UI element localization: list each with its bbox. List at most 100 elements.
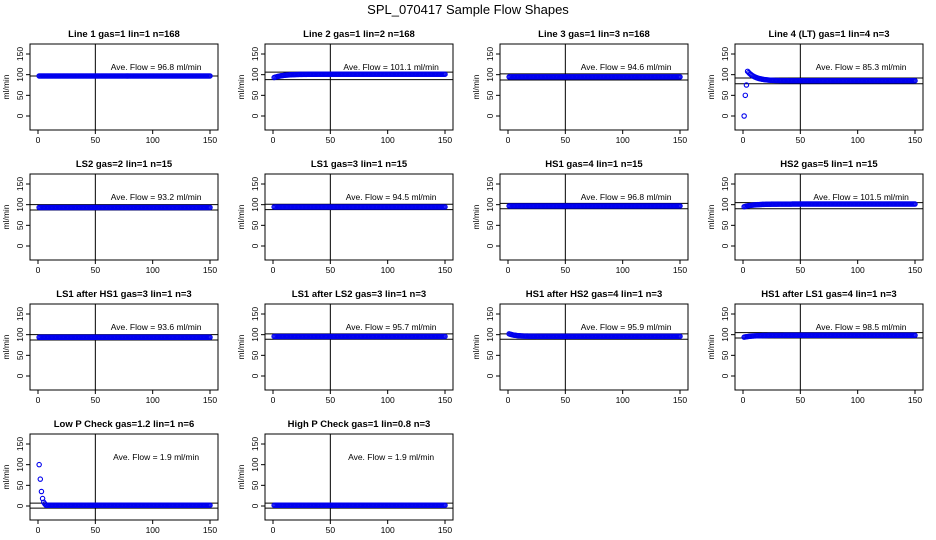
panel-title: HS1 gas=4 lin=1 n=15 [545, 159, 643, 170]
figure-title: SPL_070417 Sample Flow Shapes [367, 2, 569, 17]
ave-flow-label: Ave. Flow = 96.8 ml/min [581, 192, 672, 202]
panel: HS1 after HS2 gas=4 lin=1 n=3 0 50 100 150 0 5… [471, 289, 689, 405]
data-point [38, 488, 45, 495]
panel: LS1 after HS1 gas=3 lin=1 n=3 0 50 100 150 0 5… [1, 289, 219, 405]
data-point [442, 502, 448, 508]
data-point [912, 201, 918, 207]
x-tick-label: 0 [741, 135, 746, 145]
panel: LS1 after LS2 gas=3 lin=1 n=3 0 50 100 150 0 5… [236, 289, 454, 405]
panel: HS1 gas=4 lin=1 n=15 0 50 100 150 0 50 100 150 ml… [471, 159, 689, 275]
panel-title: Line 1 gas=1 lin=1 n=168 [68, 29, 180, 40]
data-series [506, 203, 683, 209]
panel-title: Line 4 (LT) gas=1 lin=4 n=3 [769, 29, 890, 40]
y-axis-label: ml/min [706, 74, 716, 99]
y-tick-label: 0 [720, 373, 730, 378]
y-axis-label: ml/min [1, 204, 11, 229]
data-series [271, 204, 448, 210]
y-axis-label: ml/min [706, 334, 716, 359]
data-point [207, 502, 213, 508]
data-series [36, 73, 213, 79]
y-tick-label: 0 [15, 503, 25, 508]
panel: Line 2 gas=1 lin=2 n=168 0 50 100 150 0 50 100 1… [236, 29, 454, 145]
y-tick-label: 150 [15, 47, 25, 61]
x-tick-label: 0 [36, 525, 41, 535]
y-tick-label: 100 [485, 197, 495, 211]
x-tick-label: 50 [796, 135, 806, 145]
y-tick-label: 50 [720, 220, 730, 230]
y-tick-label: 150 [15, 177, 25, 191]
plot-frame [499, 43, 689, 131]
ave-flow-label: Ave. Flow = 1.9 ml/min [348, 452, 434, 462]
panel-title: HS2 gas=5 lin=1 n=15 [780, 159, 878, 170]
x-tick-label: 0 [506, 395, 511, 405]
panel-title: Line 2 gas=1 lin=2 n=168 [303, 29, 415, 40]
x-tick-label: 50 [796, 395, 806, 405]
y-axis-label: ml/min [706, 204, 716, 229]
x-tick-label: 150 [908, 265, 922, 275]
x-tick-label: 0 [271, 395, 276, 405]
x-tick-label: 150 [203, 395, 217, 405]
y-tick-label: 100 [250, 457, 260, 471]
plot-frame [499, 303, 689, 391]
x-tick-label: 100 [616, 135, 630, 145]
x-tick-label: 100 [146, 135, 160, 145]
data-point [741, 113, 747, 119]
panel-title: LS1 after LS2 gas=3 lin=1 n=3 [292, 289, 426, 300]
x-tick-label: 150 [438, 265, 452, 275]
y-tick-label: 100 [720, 327, 730, 341]
ave-flow-label: Ave. Flow = 98.5 ml/min [816, 322, 907, 332]
plot-frame [499, 173, 689, 261]
x-tick-label: 50 [561, 135, 571, 145]
ave-flow-label: Ave. Flow = 96.8 ml/min [111, 62, 202, 72]
y-tick-label: 150 [250, 47, 260, 61]
y-tick-label: 150 [250, 437, 260, 451]
y-tick-label: 100 [15, 197, 25, 211]
x-tick-label: 0 [271, 265, 276, 275]
x-tick-label: 50 [326, 135, 336, 145]
y-axis-label: ml/min [236, 464, 246, 489]
plot-frame [734, 173, 924, 261]
y-tick-label: 100 [15, 457, 25, 471]
x-tick-label: 100 [851, 135, 865, 145]
plot-frame [264, 173, 454, 261]
y-tick-label: 100 [250, 197, 260, 211]
x-tick-label: 100 [381, 265, 395, 275]
y-tick-label: 50 [485, 350, 495, 360]
panel-title: HS1 after LS1 gas=4 lin=1 n=3 [761, 289, 896, 300]
y-tick-label: 150 [720, 307, 730, 321]
x-tick-label: 100 [851, 395, 865, 405]
x-tick-label: 0 [36, 265, 41, 275]
x-tick-label: 150 [438, 395, 452, 405]
y-tick-label: 50 [485, 90, 495, 100]
x-tick-label: 50 [91, 525, 101, 535]
data-point [912, 332, 918, 339]
x-tick-label: 100 [851, 265, 865, 275]
y-axis-label: ml/min [471, 204, 481, 229]
x-tick-label: 100 [381, 525, 395, 535]
data-series [36, 334, 213, 341]
x-tick-label: 50 [326, 395, 336, 405]
data-point [207, 204, 213, 211]
y-axis-label: ml/min [1, 334, 11, 359]
x-tick-label: 0 [741, 265, 746, 275]
plot-frame [29, 43, 219, 131]
ave-flow-label: Ave. Flow = 85.3 ml/min [816, 62, 907, 72]
y-tick-label: 150 [720, 47, 730, 61]
x-tick-label: 150 [438, 525, 452, 535]
data-series [741, 68, 918, 119]
y-tick-label: 0 [720, 243, 730, 248]
data-point [677, 203, 683, 209]
x-tick-label: 0 [36, 135, 41, 145]
data-point [677, 333, 683, 340]
plot-frame [29, 303, 219, 391]
x-tick-label: 150 [673, 265, 687, 275]
x-tick-label: 150 [673, 395, 687, 405]
data-point [207, 334, 213, 341]
ave-flow-label: Ave. Flow = 94.6 ml/min [581, 62, 672, 72]
y-tick-label: 0 [15, 373, 25, 378]
y-tick-label: 0 [15, 113, 25, 118]
y-tick-label: 100 [720, 67, 730, 81]
plot-frame [734, 303, 924, 391]
y-tick-label: 50 [720, 90, 730, 100]
